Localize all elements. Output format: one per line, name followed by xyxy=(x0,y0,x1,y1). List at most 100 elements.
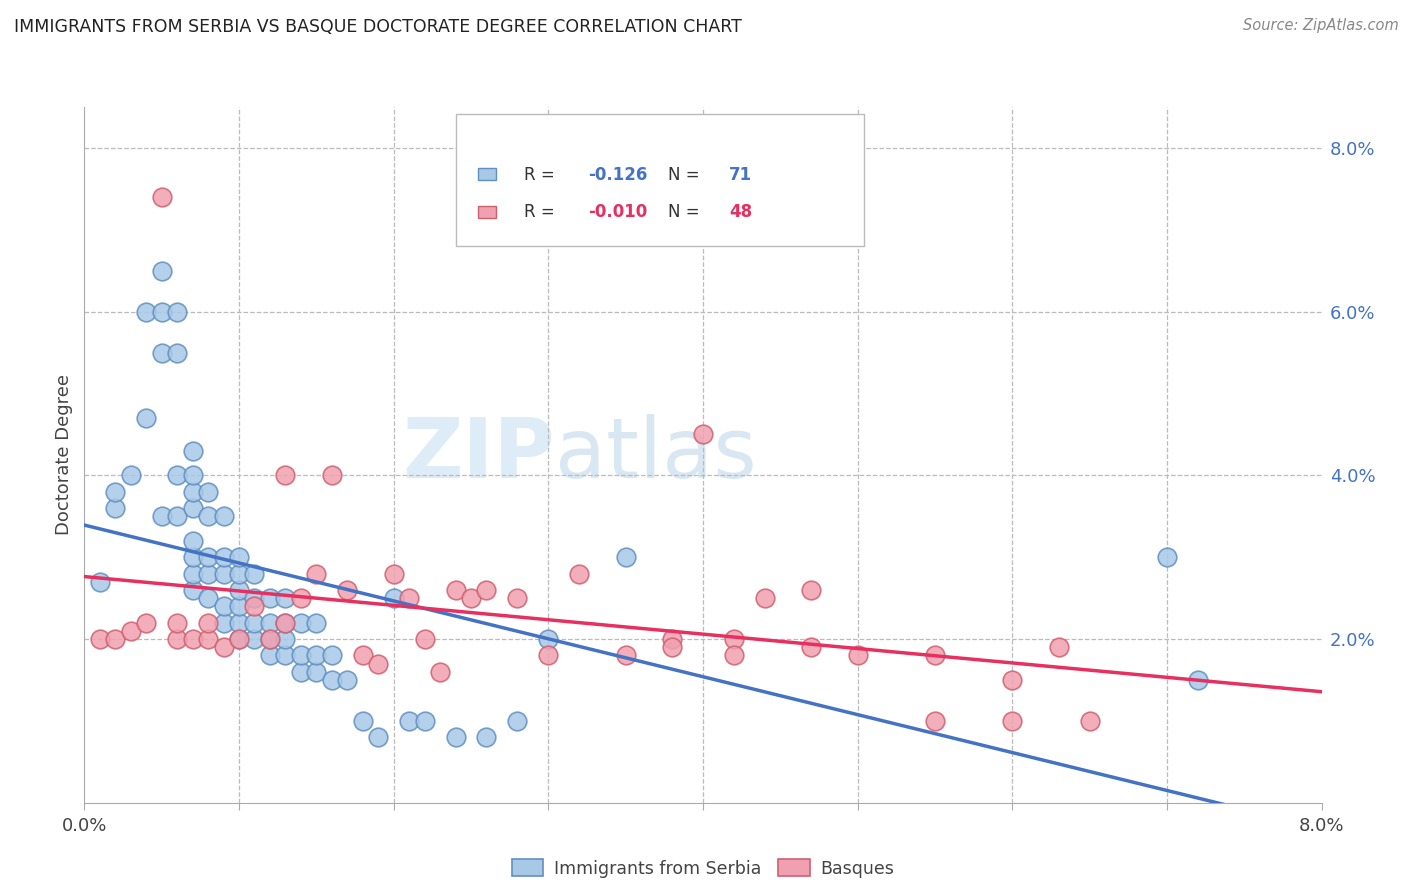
Basques xyxy=(1001,714,1024,728)
Basques xyxy=(506,591,529,606)
Immigrants from Serbia xyxy=(243,615,266,630)
Immigrants from Serbia xyxy=(243,591,266,606)
Basques xyxy=(1047,640,1070,655)
Immigrants from Serbia xyxy=(212,615,235,630)
Basques xyxy=(413,632,436,646)
Basques xyxy=(274,615,297,630)
Immigrants from Serbia xyxy=(135,411,157,425)
Text: 48: 48 xyxy=(728,203,752,221)
Immigrants from Serbia xyxy=(197,566,219,581)
Immigrants from Serbia xyxy=(537,632,560,646)
Immigrants from Serbia xyxy=(228,599,250,614)
Immigrants from Serbia xyxy=(166,509,188,524)
Immigrants from Serbia xyxy=(290,648,312,663)
Text: -0.126: -0.126 xyxy=(588,166,647,184)
Basques xyxy=(181,632,204,646)
Basques xyxy=(661,632,683,646)
Immigrants from Serbia xyxy=(321,648,343,663)
Basques xyxy=(166,632,188,646)
Immigrants from Serbia xyxy=(120,468,142,483)
Basques xyxy=(290,591,312,606)
Immigrants from Serbia xyxy=(228,550,250,565)
Basques xyxy=(228,632,250,646)
Immigrants from Serbia xyxy=(228,615,250,630)
Immigrants from Serbia xyxy=(243,566,266,581)
Basques xyxy=(924,648,946,663)
Immigrants from Serbia xyxy=(274,648,297,663)
Immigrants from Serbia xyxy=(197,509,219,524)
Immigrants from Serbia xyxy=(1156,550,1178,565)
Text: -0.010: -0.010 xyxy=(588,203,647,221)
Immigrants from Serbia xyxy=(228,632,250,646)
Immigrants from Serbia xyxy=(212,550,235,565)
Basques xyxy=(197,632,219,646)
Basques xyxy=(243,599,266,614)
Basques xyxy=(305,566,328,581)
Basques xyxy=(924,714,946,728)
Basques xyxy=(120,624,142,638)
Immigrants from Serbia xyxy=(290,615,312,630)
Immigrants from Serbia xyxy=(181,533,204,548)
Text: ZIP: ZIP xyxy=(402,415,554,495)
Immigrants from Serbia xyxy=(228,566,250,581)
Immigrants from Serbia xyxy=(135,304,157,318)
Immigrants from Serbia xyxy=(212,509,235,524)
Immigrants from Serbia xyxy=(259,632,281,646)
Bar xyxy=(478,168,496,180)
Immigrants from Serbia xyxy=(150,509,173,524)
Immigrants from Serbia xyxy=(352,714,374,728)
Basques xyxy=(475,582,498,597)
Immigrants from Serbia xyxy=(305,665,328,679)
Basques xyxy=(135,615,157,630)
Basques xyxy=(352,648,374,663)
Text: IMMIGRANTS FROM SERBIA VS BASQUE DOCTORATE DEGREE CORRELATION CHART: IMMIGRANTS FROM SERBIA VS BASQUE DOCTORA… xyxy=(14,18,742,36)
Basques xyxy=(367,657,389,671)
Text: atlas: atlas xyxy=(554,415,756,495)
Immigrants from Serbia xyxy=(243,632,266,646)
Y-axis label: Doctorate Degree: Doctorate Degree xyxy=(55,375,73,535)
Immigrants from Serbia xyxy=(166,304,188,318)
Basques xyxy=(846,648,869,663)
Immigrants from Serbia xyxy=(181,550,204,565)
Text: R =: R = xyxy=(523,166,560,184)
Basques xyxy=(1078,714,1101,728)
Immigrants from Serbia xyxy=(104,501,127,516)
Immigrants from Serbia xyxy=(181,566,204,581)
Immigrants from Serbia xyxy=(212,599,235,614)
Immigrants from Serbia xyxy=(89,574,111,589)
Text: Source: ZipAtlas.com: Source: ZipAtlas.com xyxy=(1243,18,1399,33)
Immigrants from Serbia xyxy=(181,484,204,499)
Immigrants from Serbia xyxy=(166,468,188,483)
Text: N =: N = xyxy=(668,166,706,184)
Text: R =: R = xyxy=(523,203,560,221)
Immigrants from Serbia xyxy=(181,468,204,483)
Immigrants from Serbia xyxy=(367,731,389,745)
Immigrants from Serbia xyxy=(305,648,328,663)
Basques xyxy=(259,632,281,646)
Basques xyxy=(460,591,482,606)
Immigrants from Serbia xyxy=(274,591,297,606)
Bar xyxy=(478,206,496,219)
Basques xyxy=(568,566,591,581)
Basques xyxy=(1001,673,1024,687)
Basques xyxy=(723,648,745,663)
Immigrants from Serbia xyxy=(228,582,250,597)
Basques xyxy=(723,632,745,646)
Immigrants from Serbia xyxy=(150,304,173,318)
Immigrants from Serbia xyxy=(1187,673,1209,687)
Basques xyxy=(692,427,714,442)
Immigrants from Serbia xyxy=(150,345,173,359)
Text: N =: N = xyxy=(668,203,706,221)
Basques xyxy=(661,640,683,655)
Immigrants from Serbia xyxy=(181,582,204,597)
Immigrants from Serbia xyxy=(444,731,467,745)
Basques xyxy=(800,640,823,655)
Immigrants from Serbia xyxy=(614,550,637,565)
Basques xyxy=(89,632,111,646)
Immigrants from Serbia xyxy=(274,632,297,646)
Basques xyxy=(614,648,637,663)
Basques xyxy=(321,468,343,483)
Basques xyxy=(197,615,219,630)
Immigrants from Serbia xyxy=(305,615,328,630)
Immigrants from Serbia xyxy=(259,591,281,606)
